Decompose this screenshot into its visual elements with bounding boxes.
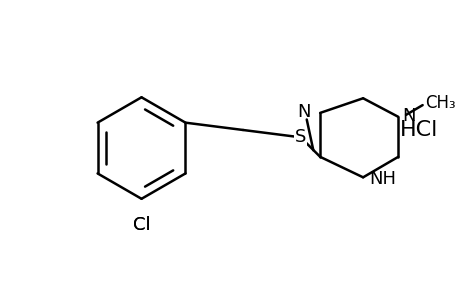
Text: Cl: Cl — [133, 216, 150, 234]
Text: CH₃: CH₃ — [425, 94, 455, 112]
Text: NH: NH — [368, 170, 395, 188]
Text: N: N — [296, 103, 310, 121]
Text: S: S — [294, 128, 306, 146]
Text: Cl: Cl — [133, 216, 150, 234]
Text: HCl: HCl — [399, 121, 437, 140]
Text: N: N — [401, 107, 415, 125]
